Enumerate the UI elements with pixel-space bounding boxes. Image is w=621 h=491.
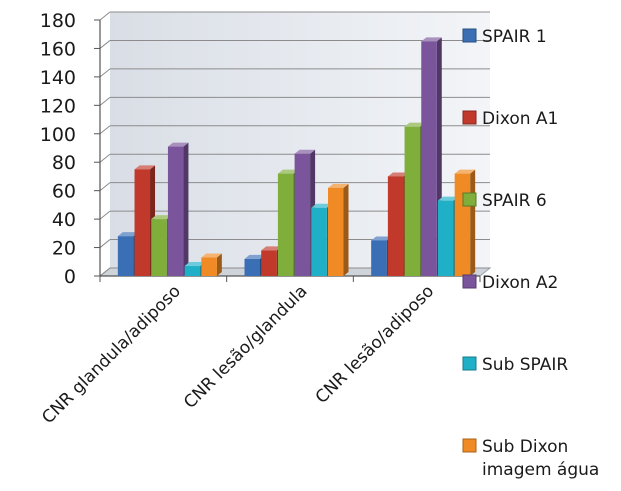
bar-front	[167, 146, 184, 276]
bar-side	[470, 169, 476, 276]
legend-label: Dixon A2	[482, 273, 558, 293]
gridline-depth	[99, 68, 111, 78]
legend-swatch	[462, 438, 477, 453]
bar-top	[184, 262, 206, 267]
bars	[117, 37, 476, 277]
legend-label: Sub SPAIR	[482, 355, 568, 375]
bar-front	[371, 240, 387, 276]
bar-side	[183, 142, 189, 276]
gridline-depth	[99, 96, 111, 106]
bar-front	[201, 257, 217, 276]
legend-label: SPAIR 1	[482, 27, 547, 47]
y-tick-label: 180	[40, 10, 76, 32]
legend-label: Sub Dixon imagem água	[482, 437, 599, 480]
bar-top	[437, 196, 459, 201]
bar	[201, 253, 222, 276]
legend-entry: Sub SPAIR	[462, 355, 568, 375]
y-tick-label: 80	[52, 152, 76, 174]
bar-top	[244, 254, 265, 259]
bar	[167, 142, 189, 276]
gridline-depth	[99, 153, 111, 163]
bar-front	[261, 250, 277, 276]
legend-entry: SPAIR 1	[462, 27, 547, 47]
gridline-depth	[99, 210, 111, 220]
legend-entry: SPAIR 6	[462, 191, 547, 211]
legend: SPAIR 1 Dixon A1 SPAIR 6 Dixon A2 Sub SPAIR S…	[462, 27, 599, 480]
bar	[454, 169, 476, 276]
bar-front	[328, 187, 344, 276]
legend-swatch	[462, 28, 477, 43]
y-tick-label: 60	[52, 181, 76, 203]
y-tick-label: 0	[64, 266, 76, 288]
y-tick-labels: 0 20 40 60 80 100 120 140 160 180	[40, 10, 76, 288]
legend-label: Dixon A1	[482, 109, 558, 129]
bar-top	[328, 183, 349, 188]
bar-side	[343, 183, 349, 276]
bar-top	[454, 169, 476, 174]
gridline-depth	[99, 239, 111, 248]
bar-top	[294, 149, 316, 154]
bar-side	[216, 253, 222, 276]
bar-front	[117, 236, 134, 276]
bar-top	[277, 169, 299, 174]
legend-entry: Dixon A2	[462, 273, 558, 293]
bar-front	[404, 126, 421, 277]
y-tick-label: 160	[40, 38, 76, 60]
bar-front	[244, 258, 260, 276]
bar-front	[277, 173, 294, 276]
gridline-depth	[99, 267, 111, 277]
bar-front	[184, 266, 201, 276]
bar-top	[134, 165, 156, 170]
gridline-depth	[99, 182, 111, 192]
bar-front	[311, 207, 327, 276]
bar-top	[311, 203, 332, 208]
bar-front	[387, 176, 404, 276]
bar-top	[261, 246, 282, 251]
bar-front	[134, 169, 151, 276]
x-category-label: CNR glandula/adiposo	[38, 281, 185, 428]
bar-front	[437, 200, 454, 276]
y-tick-label: 140	[40, 67, 76, 89]
bar	[328, 183, 349, 276]
legend-swatch	[462, 192, 477, 207]
y-tick-label: 20	[52, 238, 76, 260]
gridline-depth	[99, 11, 111, 21]
legend-swatch	[462, 356, 477, 371]
bar-top	[421, 37, 442, 42]
bar-top	[167, 142, 189, 147]
bar-front	[454, 173, 471, 276]
legend-swatch	[462, 274, 477, 289]
bar-top	[371, 236, 392, 241]
bar-front	[421, 41, 437, 277]
legend-label: SPAIR 6	[482, 191, 547, 211]
bar-top	[201, 253, 222, 258]
bar-top	[117, 232, 139, 237]
bar-front	[294, 153, 311, 276]
y-tick-label: 100	[40, 124, 76, 146]
x-category-label: CNR lesão/glandula	[180, 281, 311, 412]
legend-entry: Sub Dixon imagem água	[462, 437, 599, 480]
gridline-depth	[99, 40, 111, 49]
bar-top	[387, 172, 409, 177]
bar-top	[151, 215, 172, 220]
y-tick-label: 120	[40, 95, 76, 117]
y-tick-label: 40	[52, 209, 76, 231]
x-category-label: CNR lesão/adiposo	[312, 281, 438, 407]
bar-top	[404, 122, 426, 127]
legend-swatch	[462, 110, 477, 125]
gridline-depth	[99, 125, 111, 135]
bar-front	[151, 219, 167, 276]
legend-entry: Dixon A1	[462, 109, 558, 129]
